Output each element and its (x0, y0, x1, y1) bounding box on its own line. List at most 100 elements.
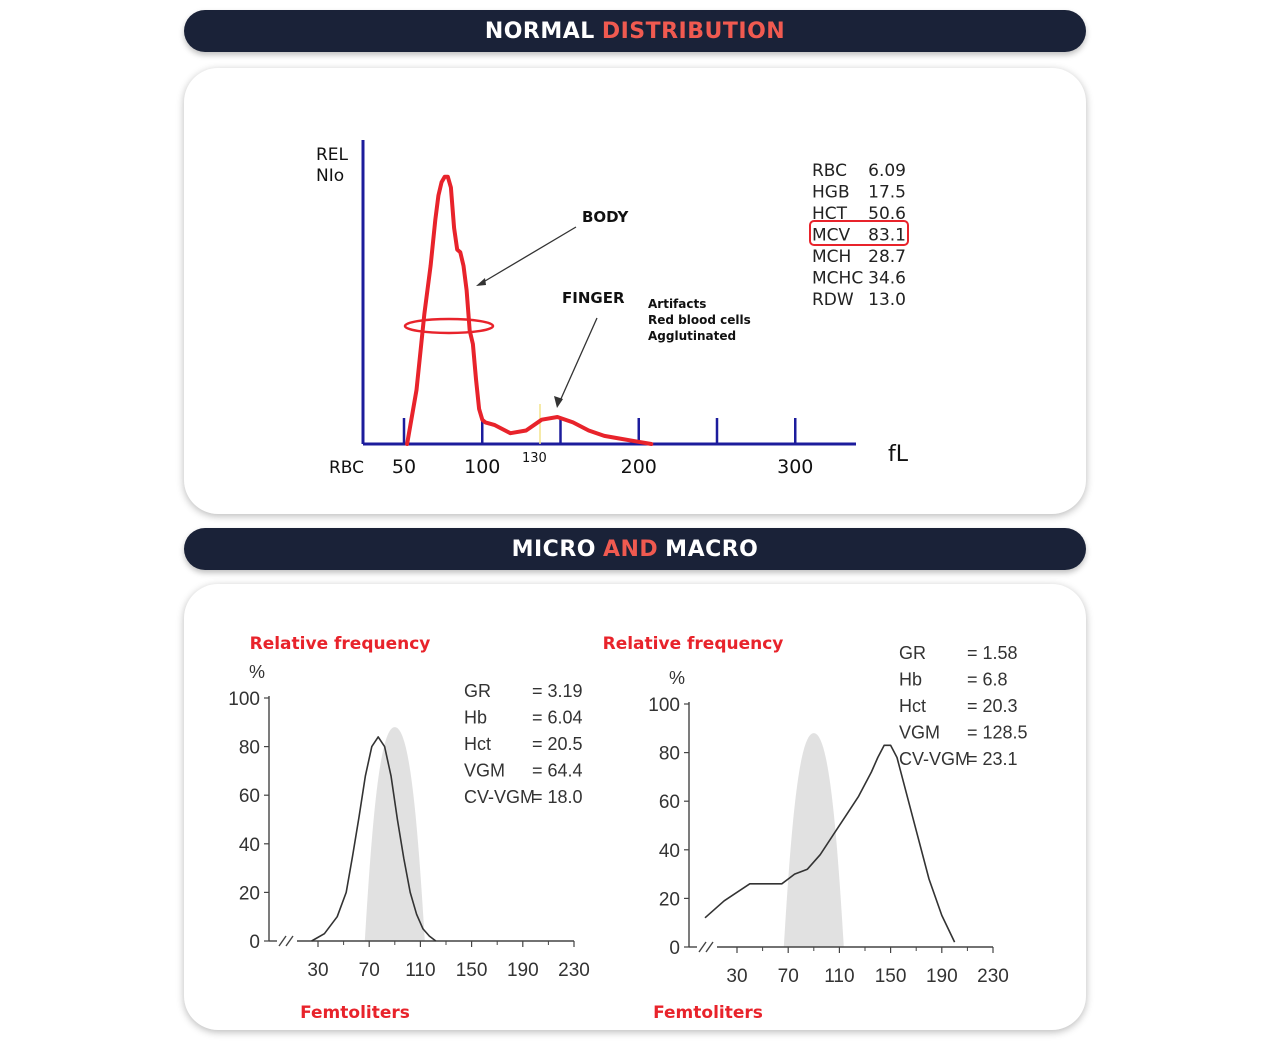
axis-break-mark (278, 935, 287, 947)
index-label: GR (899, 643, 926, 663)
x-tick-label: 70 (359, 960, 380, 981)
y-tick-label: 80 (659, 744, 680, 765)
index-value: 6.09 (868, 161, 906, 181)
y-tick-label: 100 (648, 695, 680, 716)
x-tick-label: 30 (307, 960, 328, 981)
index-value: 83.1 (868, 226, 906, 246)
index-value: 34.6 (868, 269, 906, 289)
x-tick-label: 100 (464, 456, 500, 478)
y-tick-label: 40 (659, 841, 680, 862)
index-label: CV-VGM (464, 787, 535, 807)
index-label: Hct (899, 696, 926, 716)
rbc-histogram-chart: 50 100 200 300 REL NIo RBC fL 130 BODY FING… (316, 140, 909, 478)
width-ellipse-marker (403, 317, 495, 335)
distribution-curve (311, 736, 437, 942)
index-label: VGM (464, 761, 505, 781)
index-value: = 3.19 (532, 681, 583, 701)
reference-distribution-shade (783, 733, 844, 947)
y-tick-label: 60 (239, 786, 260, 807)
y-unit-label: % (669, 668, 685, 688)
index-value: = 20.5 (532, 734, 583, 754)
y-tick-label: 20 (659, 889, 680, 910)
y-tick-label: 100 (228, 689, 260, 710)
y-tick-label: 80 (239, 738, 260, 759)
index-value: = 1.58 (967, 643, 1018, 663)
index-value: 13.0 (868, 290, 906, 310)
banner-word-and: AND (602, 536, 659, 562)
index-value: = 23.1 (967, 749, 1018, 769)
index-value: = 6.04 (532, 708, 583, 728)
index-value: = 20.3 (967, 696, 1018, 716)
body-arrow-head (476, 278, 486, 286)
x-tick-label: 190 (926, 966, 958, 987)
index-label: GR (464, 681, 491, 701)
x-tick-label: 110 (824, 966, 854, 987)
marker-130-label: 130 (522, 451, 547, 466)
index-value: = 64.4 (532, 761, 583, 781)
index-label: RDW (812, 290, 854, 310)
normal-distribution-banner: NORMAL DISTRIBUTION (184, 10, 1086, 52)
x-axis-label: fL (888, 442, 909, 467)
banner-word-macro: MACRO (665, 536, 759, 562)
x-tick-label: 110 (405, 960, 435, 981)
micro-macro-panel: Relative frequency Femtoliters% 0 20 40 60 80 1… (184, 584, 1086, 1030)
axis-break-mark (285, 935, 294, 947)
macrocytic-chart: Relative frequency Femtoliters% 0 20 40 60 80 1… (603, 634, 1028, 1023)
x-tick-label: 150 (875, 966, 907, 987)
normal-distribution-panel: 50 100 200 300 REL NIo RBC fL 130 BODY FING… (184, 68, 1086, 514)
x-tick-label: 300 (777, 456, 813, 478)
axis-break-mark (698, 941, 707, 953)
index-value: 50.6 (868, 204, 906, 224)
body-arrow (479, 226, 577, 285)
artifacts-line3: Agglutinated (648, 329, 736, 343)
x-tick-label: 50 (392, 456, 416, 478)
mcv-highlight-box (809, 220, 909, 246)
femtoliters-label: Femtoliters (300, 1003, 410, 1023)
index-label: HGB (812, 183, 850, 203)
relative-frequency-label: Relative frequency (250, 634, 431, 654)
y-tick-label: 20 (239, 883, 260, 904)
y-label-line1: REL (316, 145, 349, 165)
index-value: = 18.0 (532, 787, 583, 807)
index-label: MCH (812, 247, 851, 267)
x-tick-label: 230 (977, 966, 1009, 987)
banner-word-normal: NORMAL (484, 18, 595, 44)
microcytic-chart: Relative frequency Femtoliters% 0 20 40 60 80 1… (228, 634, 590, 1023)
index-label: CV-VGM (899, 749, 970, 769)
rbc-distribution-curve (405, 174, 654, 446)
axis-break-mark (705, 941, 714, 953)
y-tick-label: 0 (249, 932, 260, 953)
y-tick-label: 60 (659, 792, 680, 813)
banner-word-distribution: DISTRIBUTION (601, 18, 786, 44)
index-label: Hb (464, 708, 487, 728)
y-unit-label: % (249, 662, 265, 682)
y-label-line2: NIo (316, 166, 344, 186)
x-tick-label: 200 (621, 456, 657, 478)
index-label: MCHC (812, 269, 863, 289)
finger-arrow (559, 317, 598, 402)
relative-frequency-label: Relative frequency (603, 634, 784, 654)
y-tick-label: 0 (669, 938, 680, 959)
index-label: MCV (812, 226, 851, 246)
x-tick-label: 70 (778, 966, 799, 987)
artifacts-line1: Artifacts (648, 297, 706, 311)
index-value: = 128.5 (967, 723, 1028, 743)
x-prefix-label: RBC (329, 458, 364, 478)
micro-macro-charts: Relative frequency Femtoliters% 0 20 40 60 80 1… (228, 634, 1028, 1023)
femtoliters-label: Femtoliters (653, 1003, 763, 1023)
index-label: VGM (899, 723, 940, 743)
artifacts-line2: Red blood cells (648, 313, 751, 327)
micro-macro-banner: MICRO AND MACRO (184, 528, 1086, 570)
x-tick-label: 30 (726, 966, 747, 987)
finger-arrow-head (554, 396, 563, 408)
x-tick-label: 230 (558, 960, 590, 981)
y-tick-label: 40 (239, 835, 260, 856)
index-value: = 6.8 (967, 670, 1008, 690)
index-label: HCT (812, 204, 848, 224)
index-label: RBC (812, 161, 847, 181)
distribution-curve (704, 744, 956, 943)
banner-word-micro: MICRO (511, 536, 596, 562)
index-label: Hb (899, 670, 922, 690)
finger-annotation: FINGER (562, 289, 625, 307)
index-value: 17.5 (868, 183, 906, 203)
